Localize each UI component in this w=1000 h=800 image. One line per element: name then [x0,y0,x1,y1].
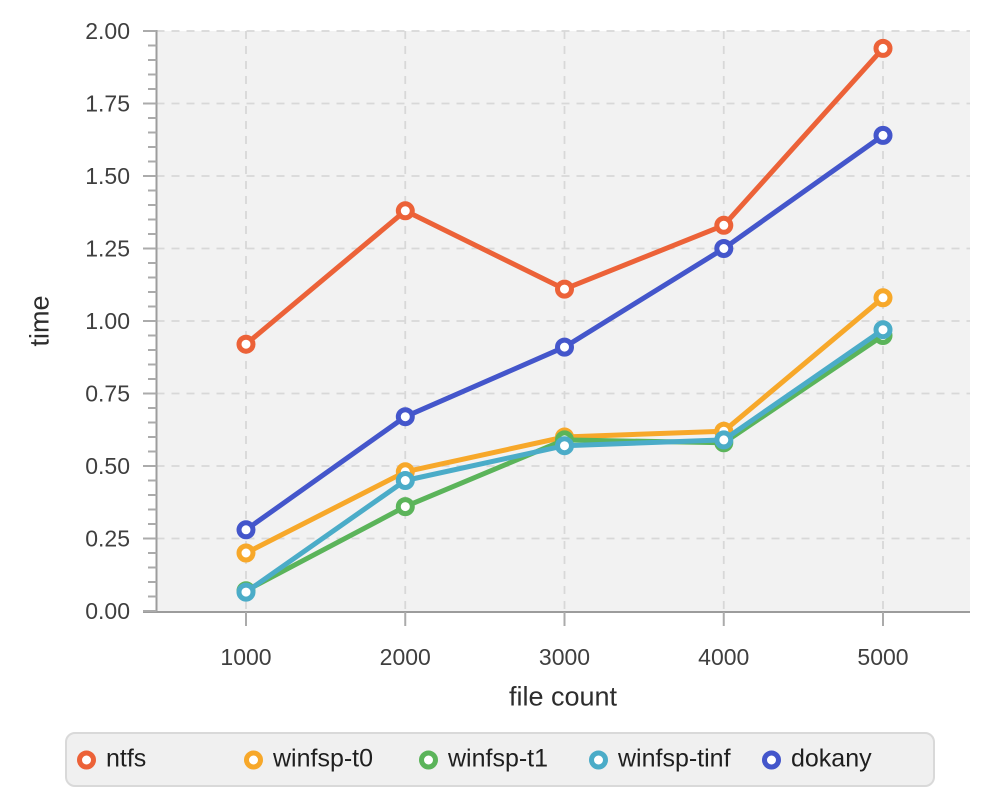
legend-item-winfsp-t1: winfsp-t1 [419,746,548,773]
x-tick-label: 2000 [380,644,431,670]
data-point-dokany-1000 [236,520,256,540]
data-point-dokany-5000 [873,125,893,145]
y-tick-label: 2.00 [85,18,130,44]
y-tick-label: 1.50 [85,163,130,189]
data-point-ntfs-2000 [395,201,415,221]
data-point-dokany-4000 [714,239,734,258]
y-tick-label: 0.25 [85,526,130,552]
legend-item-winfsp-tinf: winfsp-tinf [589,746,731,773]
legend-label: dokany [791,744,872,772]
y-tick-labels: 0.00 0.25 0.50 0.75 1.00 1.25 1.50 1.75 2.00 [85,18,130,624]
ticks [143,30,884,626]
open-circle-marker-icon [244,750,263,769]
y-tick-label: 0.75 [85,381,130,407]
x-axis-title: file count [508,681,618,712]
x-tick-label: 3000 [539,644,590,670]
y-tick-label: 0.50 [85,453,130,479]
data-point-ntfs-4000 [714,215,734,235]
data-point-winfsp-tinf-4000 [714,430,734,450]
y-tick-label: 1.25 [85,236,130,262]
data-point-winfsp-tinf-1000 [236,582,256,602]
data-point-ntfs-3000 [555,279,574,299]
data-point-winfsp-t1-2000 [395,497,415,517]
legend-item-dokany: dokany [762,746,872,773]
legend-item-winfsp-t0: winfsp-t0 [244,746,373,773]
x-tick-label: 1000 [220,644,271,670]
open-circle-marker-icon [77,750,96,769]
legend-label: winfsp-t0 [273,744,374,772]
data-point-winfsp-tinf-5000 [873,320,893,340]
series-winfsp-tinf [236,320,893,602]
data-point-ntfs-5000 [873,38,893,58]
data-point-winfsp-t0-1000 [236,543,256,563]
y-tick-label: 1.00 [85,308,130,334]
series-dokany [236,125,893,540]
data-point-ntfs-1000 [236,334,256,354]
data-point-winfsp-tinf-3000 [555,436,574,456]
open-circle-marker-icon [589,750,608,769]
legend: ntfs winfsp-t0 winfsp-t1 winfsp-tinf dok… [65,732,935,787]
legend-label: winfsp-t1 [448,744,549,772]
y-tick-label: 0.00 [85,598,130,624]
open-circle-marker-icon [419,750,438,769]
legend-label: winfsp-tinf [618,744,731,772]
legend-item-ntfs: ntfs [77,746,146,773]
legend-label: ntfs [106,744,147,772]
y-tick-label: 1.75 [85,91,130,117]
x-tick-label: 4000 [698,644,749,670]
series-ntfs [236,38,893,354]
data-point-winfsp-t0-5000 [873,288,893,308]
data-point-dokany-3000 [555,337,574,357]
data-point-winfsp-tinf-2000 [395,471,415,490]
y-axis-title: time [24,295,55,347]
data-point-dokany-2000 [395,407,415,427]
open-circle-marker-icon [762,750,781,769]
x-tick-labels: 1000 2000 3000 4000 5000 [220,644,908,670]
x-tick-label: 5000 [857,644,908,670]
